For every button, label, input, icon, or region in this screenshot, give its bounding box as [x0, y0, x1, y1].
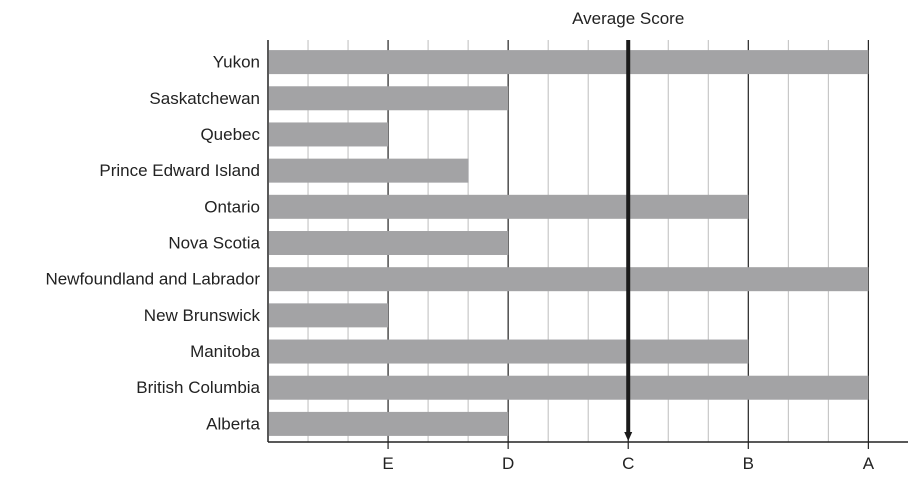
category-label: Quebec: [200, 125, 260, 144]
category-label: Alberta: [206, 414, 260, 433]
bar-alberta: [269, 411, 509, 436]
category-label: Nova Scotia: [168, 234, 260, 253]
average-arrowhead: [624, 432, 633, 441]
category-label: Yukon: [213, 53, 260, 72]
bars: [269, 50, 869, 436]
x-tick-label: D: [502, 454, 514, 473]
category-label: Prince Edward Island: [99, 161, 260, 180]
bar-saskatchewan: [269, 86, 509, 111]
x-tick-label: E: [382, 454, 393, 473]
category-label: Manitoba: [190, 342, 260, 361]
average-marker: Average Score: [572, 9, 684, 441]
x-tick-label: C: [622, 454, 634, 473]
x-tick-label: B: [743, 454, 754, 473]
bar-quebec: [269, 122, 389, 147]
axes: [267, 40, 908, 449]
x-tick-label: A: [863, 454, 875, 473]
category-label: Ontario: [204, 197, 260, 216]
category-labels: Yukon Saskatchewan Quebec Prince Edward Isl…: [45, 53, 260, 434]
category-label: Saskatchewan: [149, 89, 260, 108]
bar-prince-edward-island: [269, 158, 469, 183]
bar-nova-scotia: [269, 231, 509, 255]
bar-manitoba: [269, 339, 749, 364]
bar-newfoundland-and-labrador: [269, 267, 869, 292]
bar-new-brunswick: [269, 303, 389, 328]
bar-yukon: [269, 50, 869, 75]
average-label: Average Score: [572, 9, 684, 28]
category-label: New Brunswick: [144, 306, 261, 325]
bar-british-columbia: [269, 375, 869, 400]
category-label: British Columbia: [136, 378, 260, 397]
bar-ontario: [269, 194, 749, 219]
category-label: Newfoundland and Labrador: [45, 270, 260, 289]
